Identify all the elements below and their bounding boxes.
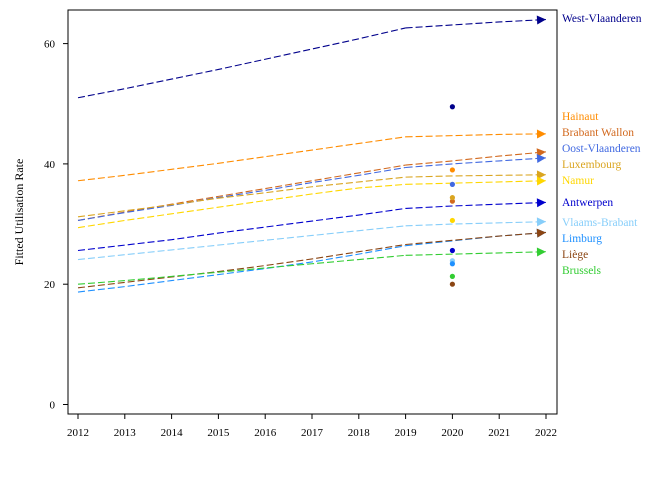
- x-tick-label: 2014: [161, 427, 184, 439]
- series-line-namur: [77, 183, 406, 229]
- y-tick-label: 60: [44, 39, 56, 51]
- x-tick-label: 2017: [301, 427, 324, 439]
- series-projection-li-ge: [405, 231, 547, 246]
- series-projection-limburg: [405, 231, 547, 247]
- series-projection-west-vlaanderen: [405, 18, 547, 29]
- x-tick-label: 2012: [67, 427, 89, 439]
- x-tick-label: 2019: [395, 427, 418, 439]
- series-label-li-ge: Liège: [562, 249, 588, 261]
- series-arrowhead-vlaams-brabant: [536, 217, 546, 227]
- series-arrowhead-oost-vlaanderen: [536, 153, 546, 163]
- series-arrowhead-hainaut: [536, 129, 546, 139]
- series-label-brussels: Brussels: [562, 265, 602, 277]
- x-tick-label: 2018: [348, 427, 371, 439]
- series-line-limburg: [77, 245, 406, 293]
- series-arrowhead-li-ge: [536, 228, 546, 238]
- plot-area-frame: [67, 9, 558, 415]
- series-line-brabant-wallon: [77, 164, 406, 221]
- series-line-li-ge: [77, 243, 406, 289]
- y-tick-label: 40: [44, 159, 56, 171]
- series-line-vlaams-brabant: [77, 225, 406, 261]
- x-tick-label: 2016: [254, 427, 277, 439]
- series-labels: West-Vlaanderen Hainaut Brabant Wallon Oost…: [562, 13, 642, 277]
- series-label-oost-vlaanderen: Oost-Vlaanderen: [562, 143, 641, 155]
- observed-point-hainaut: [449, 167, 455, 173]
- series-lines: [77, 15, 547, 293]
- series-label-brabant-wallon: Brabant Wallon: [562, 127, 634, 139]
- y-tick-label: 0: [50, 400, 56, 412]
- observed-point-namur: [449, 217, 455, 224]
- series-projection-brussels: [405, 251, 547, 256]
- observed-point-brabant-wallon: [449, 198, 455, 204]
- series-projection-namur: [405, 180, 547, 185]
- observed-point-oost-vlaanderen: [449, 181, 455, 187]
- series-arrowhead-antwerpen: [536, 198, 546, 208]
- y-axis-title: Fitted Utilisation Rate: [12, 159, 26, 266]
- series-arrowhead-luxembourg: [536, 170, 546, 180]
- series-line-luxembourg: [77, 176, 406, 218]
- series-label-west-vlaanderen: West-Vlaanderen: [562, 13, 642, 25]
- x-tick-label: 2020: [441, 427, 464, 439]
- axis-ticks: 2012 2013 2014 2015 2016 2017 2018 2019 2020 2021…: [44, 39, 557, 439]
- series-label-antwerpen: Antwerpen: [562, 197, 613, 209]
- x-tick-label: 2015: [207, 427, 230, 439]
- series-label-limburg: Limburg: [562, 233, 602, 245]
- series-projection-antwerpen: [405, 201, 547, 209]
- series-projection-oost-vlaanderen: [405, 157, 547, 169]
- series-line-west-vlaanderen: [77, 27, 406, 99]
- series-projection-hainaut: [405, 133, 547, 138]
- series-label-namur: Namur: [562, 175, 594, 187]
- x-tick-label: 2022: [535, 427, 557, 439]
- series-line-oost-vlaanderen: [77, 166, 406, 221]
- series-projection-vlaams-brabant: [405, 221, 547, 227]
- observed-points: [449, 104, 455, 287]
- x-tick-label: 2021: [488, 427, 510, 439]
- observed-point-antwerpen: [449, 247, 455, 254]
- series-arrowhead-brussels: [536, 247, 546, 257]
- x-tick-label: 2013: [114, 427, 137, 439]
- observed-point-brussels: [449, 273, 455, 279]
- observed-point-luxembourg: [449, 194, 455, 201]
- series-line-antwerpen: [77, 207, 406, 252]
- series-projection-brabant-wallon: [405, 151, 547, 166]
- observed-point-li-ge: [449, 281, 455, 287]
- series-line-brussels: [77, 254, 406, 285]
- series-arrowhead-brabant-wallon: [536, 148, 546, 158]
- observed-point-west-vlaanderen: [449, 104, 455, 110]
- observed-point-limburg: [449, 261, 455, 267]
- series-projection-luxembourg: [405, 174, 547, 178]
- series-arrowhead-namur: [536, 176, 546, 186]
- series-label-luxembourg: Luxembourg: [562, 159, 621, 171]
- series-line-hainaut: [77, 136, 406, 182]
- series-arrowhead-west-vlaanderen: [536, 15, 546, 25]
- series-label-hainaut: Hainaut: [562, 111, 599, 123]
- y-tick-label: 20: [44, 279, 56, 291]
- series-label-vlaams-brabant: Vlaams-Brabant: [562, 217, 638, 229]
